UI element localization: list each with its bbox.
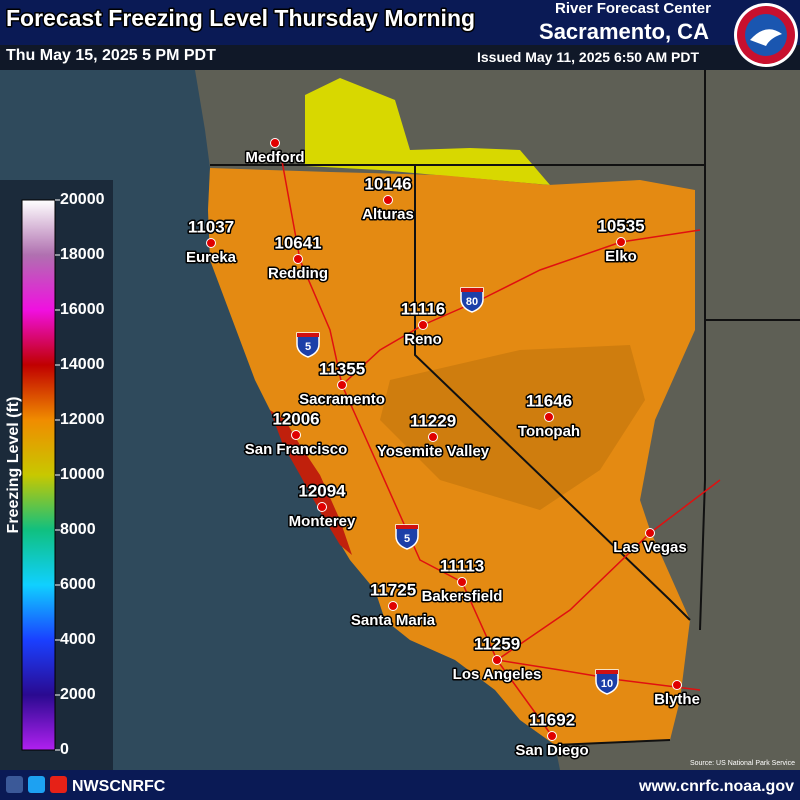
- legend-tick-label: 12000: [60, 411, 105, 428]
- twitter-icon[interactable]: [28, 776, 45, 793]
- legend-tick-label: 14000: [60, 356, 105, 373]
- legend-tick-label: 4000: [60, 631, 96, 648]
- freezing-level-value: 11692: [529, 710, 575, 729]
- legend-tick-label: 2000: [60, 686, 96, 703]
- city-name: Sacramento: [299, 391, 385, 408]
- freezing-level-value: 10641: [274, 233, 321, 252]
- city-dot: [428, 432, 438, 442]
- city-name: San Francisco: [245, 441, 348, 458]
- city-name: Santa Maria: [351, 612, 436, 629]
- city-name: Los Angeles: [453, 666, 542, 683]
- city-name: Elko: [605, 248, 637, 265]
- shield-top: [596, 670, 618, 674]
- logo-bird: [750, 29, 782, 46]
- social-handle: NWSCNRFC: [72, 778, 166, 795]
- highway-shield: [296, 332, 320, 358]
- city-name: Monterey: [289, 513, 356, 530]
- header-bar: [0, 0, 800, 45]
- city-dot: [293, 254, 303, 264]
- freezing-level-value: 11646: [526, 391, 572, 410]
- city-name: Las Vegas: [613, 539, 686, 556]
- subheader-bar: [0, 45, 800, 70]
- legend-tick-label: 8000: [60, 521, 96, 538]
- issued-time: Issued May 11, 2025 6:50 AM PDT: [477, 49, 699, 65]
- shield-top: [297, 333, 319, 337]
- city-name: Tonopah: [518, 423, 580, 440]
- city-dot: [547, 731, 557, 741]
- city-name: Reno: [404, 331, 442, 348]
- highway-shield: [595, 669, 619, 695]
- city-dot: [270, 138, 280, 148]
- legend-label: Freezing Level (ft): [5, 397, 22, 534]
- city-name: Redding: [268, 265, 328, 282]
- freezing-level-value: 11229: [410, 411, 456, 430]
- border: [414, 165, 691, 621]
- city-dot: [544, 412, 554, 422]
- city-name: Blythe: [654, 691, 700, 708]
- highway-shield-label: 10: [601, 678, 613, 690]
- freezing-level-value: 12094: [298, 481, 346, 500]
- highway-shield-label: 80: [466, 296, 478, 308]
- highway: [279, 149, 553, 737]
- highway-shield: [395, 524, 419, 550]
- title: Forecast Freezing Level Thursday Morning: [6, 5, 475, 31]
- freezing-level-value: 11355: [319, 359, 365, 378]
- freezing-level-value: 10146: [364, 174, 411, 193]
- highway: [496, 479, 721, 661]
- legend-tick-label: 16000: [60, 301, 105, 318]
- freezing-level-value: 11037: [188, 217, 234, 236]
- agency: River Forecast Center: [555, 0, 711, 17]
- state-borders: [210, 70, 800, 746]
- city-name: Medford: [245, 149, 304, 166]
- website[interactable]: www.cnrfc.noaa.gov: [638, 778, 794, 795]
- city-dot: [616, 237, 626, 247]
- city-dot: [291, 430, 301, 440]
- border: [554, 739, 671, 746]
- border: [699, 70, 706, 631]
- oregon-freezing-area: [305, 78, 550, 185]
- city-name: Yosemite Valley: [377, 443, 490, 460]
- office-location: Sacramento, CA: [539, 19, 709, 44]
- shield-top: [396, 525, 418, 529]
- freezing-level-value: 11116: [401, 299, 445, 318]
- legend-tick-label: 18000: [60, 246, 105, 263]
- highway-shield-label: 5: [305, 341, 311, 353]
- city-dot: [492, 655, 502, 665]
- legend-tick-label: 0: [60, 741, 69, 758]
- city-dot: [672, 680, 682, 690]
- city-dot: [317, 502, 327, 512]
- city-name: Alturas: [362, 206, 414, 223]
- highway: [496, 659, 701, 691]
- city-dot: [645, 528, 655, 538]
- legend-tick-label: 6000: [60, 576, 96, 593]
- legend-tick-label: 10000: [60, 466, 105, 483]
- nws-logo: [734, 3, 798, 67]
- highway-shield-label: 5: [404, 533, 410, 545]
- freezing-level-value: 11113: [440, 556, 484, 575]
- youtube-icon[interactable]: [50, 776, 67, 793]
- valid-time: Thu May 15, 2025 5 PM PDT: [6, 47, 216, 64]
- freezing-level-value: 11259: [474, 634, 520, 653]
- city-name: Eureka: [186, 249, 237, 266]
- credit: Source: US National Park Service: [690, 760, 795, 767]
- coastal-high-band: [270, 410, 352, 555]
- shield-top: [461, 288, 483, 292]
- city-name: San Diego: [515, 742, 588, 759]
- highway-shield: [460, 287, 484, 313]
- freezing-level-value: 10535: [597, 216, 644, 235]
- city-dot: [206, 238, 216, 248]
- city-dot: [418, 320, 428, 330]
- legend-colorbar: [21, 199, 56, 751]
- city-dot: [388, 601, 398, 611]
- freezing-level-value: 12006: [272, 409, 319, 428]
- footer-bar: [0, 770, 800, 800]
- city-name: Bakersfield: [422, 588, 503, 605]
- city-dot: [383, 195, 393, 205]
- city-dot: [457, 577, 467, 587]
- legend-tick-label: 20000: [60, 191, 105, 208]
- freezing-level-value: 11725: [370, 580, 416, 599]
- facebook-icon[interactable]: [6, 776, 23, 793]
- city-dot: [337, 380, 347, 390]
